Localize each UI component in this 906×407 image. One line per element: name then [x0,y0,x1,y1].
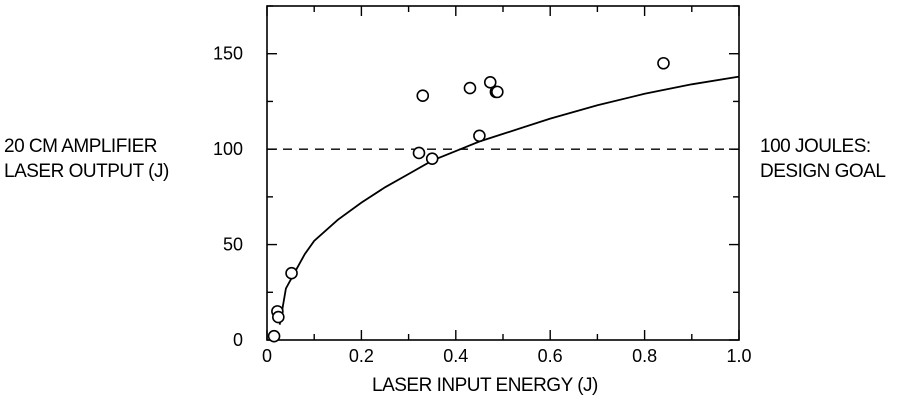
data-point [412,146,426,160]
design-goal-annotation-line-1: 100 JOULES: [760,136,871,157]
x-tick-label: 0.4 [443,346,468,366]
data-point [483,76,497,89]
data-point [267,329,281,343]
y-axis-label: 20 CM AMPLIFIER LASER OUTPUT (J) [4,134,234,184]
y-tick-label: 0 [233,330,243,350]
tick-labels: 0 0.2 0.4 0.6 0.8 1.0 0 50 100 150 [213,44,752,366]
data-point [272,310,285,324]
y-tick-label: 100 [213,139,243,159]
x-tick-label: 1.0 [726,346,751,366]
x-tick-label: 0.8 [632,346,657,366]
fit-curve [278,75,740,325]
data-point [416,89,430,103]
data-point [285,266,298,280]
y-tick-label: 150 [213,44,243,64]
y-axis-label-line-1: 20 CM AMPLIFIER [4,136,158,157]
x-tick-label: 0.6 [538,346,563,366]
x-tick-label: 0 [262,346,272,366]
x-tick-label: 0.2 [349,346,374,366]
y-tick-label: 50 [223,235,243,255]
data-point [473,129,486,143]
data-points [267,56,670,343]
y-axis-label-line-2: LASER OUTPUT (J) [4,161,169,182]
design-goal-annotation: 100 JOULES: DESIGN GOAL [760,134,905,184]
data-point [463,81,477,95]
axis-ticks [266,5,740,341]
data-point [425,152,439,165]
data-point [657,56,670,70]
data-point [491,85,504,99]
x-axis-label: LASER INPUT ENERGY (J) [372,375,598,396]
plot-frame [266,5,740,341]
design-goal-annotation-line-2: DESIGN GOAL [760,161,886,182]
